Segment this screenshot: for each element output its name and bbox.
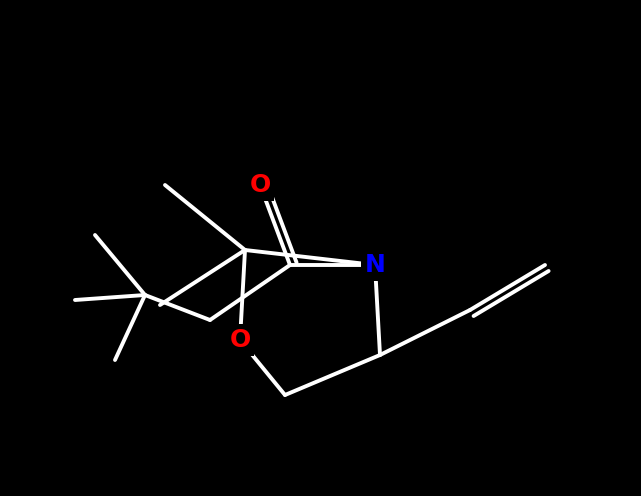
Text: O: O (229, 328, 251, 352)
Text: N: N (365, 253, 385, 277)
Text: O: O (249, 173, 271, 197)
